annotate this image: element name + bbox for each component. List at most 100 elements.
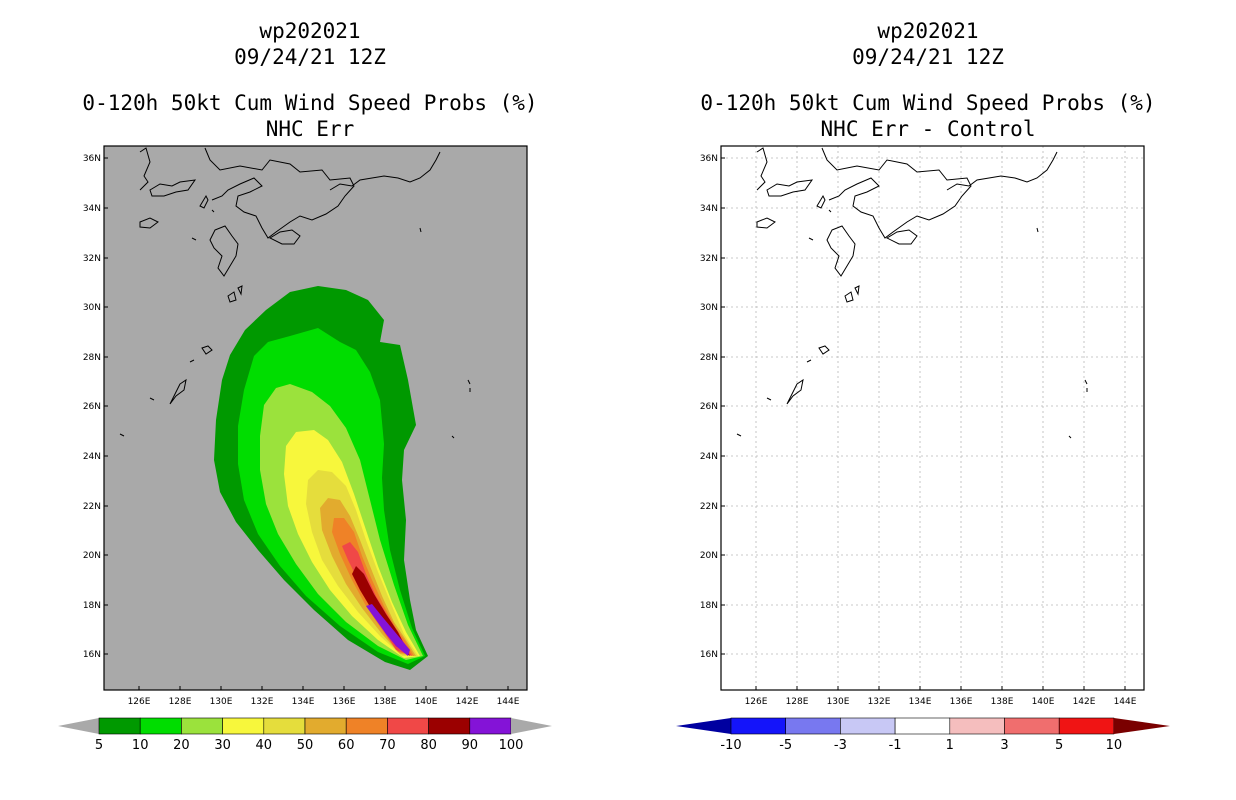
lat-label: 26N xyxy=(700,402,718,412)
right-axis-ticks: 36N 34N 32N 30N 28N 26N 24N 22N 20N 18N 16N 126E 128… xyxy=(700,154,1137,707)
lat-label: 30N xyxy=(700,303,718,313)
left-colorbar-box xyxy=(98,717,141,735)
lon-label: 132E xyxy=(251,697,274,707)
right-colorbar-box xyxy=(1058,717,1115,735)
lon-label: 130E xyxy=(210,697,233,707)
left-colorbar-label: 10 xyxy=(132,738,149,753)
right-colorbar-box xyxy=(785,717,841,735)
left-colorbar: 5 10 20 30 40 50 60 70 80 90 100 xyxy=(58,717,552,753)
lat-label: 28N xyxy=(700,353,718,363)
lon-label: 144E xyxy=(497,697,520,707)
right-map-frame xyxy=(720,145,1145,691)
right-colorbar: -10 -5 -3 -1 1 3 5 10 xyxy=(676,717,1170,753)
lat-label: 36N xyxy=(700,154,718,164)
lat-label: 22N xyxy=(700,502,718,512)
left-colorbar-label: 60 xyxy=(338,738,355,753)
left-axis-ticks: 36N 34N 32N 30N 28N 26N 24N 22N 20N 18N 16N 126E 128… xyxy=(83,154,520,707)
lon-label: 140E xyxy=(415,697,438,707)
left-colorbar-label: 5 xyxy=(95,738,103,753)
right-colorbar-label: 1 xyxy=(946,738,954,753)
lon-label: 130E xyxy=(827,697,850,707)
lat-label: 24N xyxy=(83,452,101,462)
left-colorbar-low-arrow xyxy=(58,718,99,734)
right-colorbar-label: -10 xyxy=(720,738,741,753)
left-colorbar-box xyxy=(263,717,306,735)
left-colorbar-label: 40 xyxy=(256,738,273,753)
right-gridlines xyxy=(721,146,1144,690)
lat-label: 20N xyxy=(700,551,718,561)
lon-label: 142E xyxy=(1073,697,1096,707)
left-colorbar-box xyxy=(387,717,429,735)
lat-label: 34N xyxy=(700,204,718,214)
right-colorbar-box xyxy=(730,717,787,735)
lat-label: 24N xyxy=(700,452,718,462)
right-colorbar-high-arrow xyxy=(1114,718,1170,734)
probability-swath xyxy=(214,286,428,670)
prob-90-100 xyxy=(366,604,410,656)
left-colorbar-label: 50 xyxy=(297,738,314,753)
right-title-storm-id: wp202021 xyxy=(877,19,979,43)
right-title-subtitle: NHC Err - Control xyxy=(820,117,1036,141)
right-colorbar-label: 10 xyxy=(1106,738,1123,753)
lat-label: 32N xyxy=(83,254,101,264)
lat-label: 18N xyxy=(700,601,718,611)
lat-label: 18N xyxy=(83,601,101,611)
right-colorbar-label: -3 xyxy=(834,738,847,753)
lon-label: 136E xyxy=(950,697,973,707)
left-colorbar-label: 70 xyxy=(379,738,396,753)
lon-label: 136E xyxy=(333,697,356,707)
right-title-datetime: 09/24/21 12Z xyxy=(852,45,1004,69)
lon-label: 128E xyxy=(169,697,192,707)
lon-label: 126E xyxy=(745,697,768,707)
lon-label: 126E xyxy=(128,697,151,707)
right-colorbar-box xyxy=(894,717,951,735)
right-colorbar-box xyxy=(949,717,1005,735)
right-title-product: 0-120h 50kt Cum Wind Speed Probs (%) xyxy=(700,91,1156,115)
left-colorbar-box xyxy=(469,717,512,735)
right-colorbar-box xyxy=(1004,717,1060,735)
left-colorbar-label: 80 xyxy=(420,738,437,753)
left-map: 36N 34N 32N 30N 28N 26N 24N 22N 20N 18N 16N 126E 128… xyxy=(83,145,528,707)
lon-label: 134E xyxy=(292,697,315,707)
left-title-datetime: 09/24/21 12Z xyxy=(234,45,386,69)
lon-label: 128E xyxy=(786,697,809,707)
lon-label: 138E xyxy=(374,697,397,707)
right-map-background xyxy=(721,146,1144,690)
lon-label: 142E xyxy=(456,697,479,707)
right-colorbar-low-arrow xyxy=(676,718,731,734)
lon-label: 138E xyxy=(991,697,1014,707)
left-colorbar-label: 20 xyxy=(173,738,190,753)
lon-label: 134E xyxy=(909,697,932,707)
left-map-frame xyxy=(103,145,528,691)
left-colorbar-label: 90 xyxy=(462,738,479,753)
left-title-product: 0-120h 50kt Cum Wind Speed Probs (%) xyxy=(82,91,538,115)
lat-label: 28N xyxy=(83,353,101,363)
right-colorbar-label: -1 xyxy=(889,738,902,753)
lat-label: 16N xyxy=(83,650,101,660)
lat-label: 32N xyxy=(700,254,718,264)
right-colorbar-label: -5 xyxy=(779,738,792,753)
lat-label: 34N xyxy=(83,204,101,214)
left-colorbar-box xyxy=(181,717,223,735)
lat-label: 22N xyxy=(83,502,101,512)
lat-label: 16N xyxy=(700,650,718,660)
left-colorbar-box xyxy=(222,717,265,735)
lat-label: 26N xyxy=(83,402,101,412)
left-colorbar-box xyxy=(345,717,388,735)
left-colorbar-label: 30 xyxy=(214,738,231,753)
lat-label: 30N xyxy=(83,303,101,313)
left-colorbar-label: 100 xyxy=(499,738,524,753)
left-colorbar-box xyxy=(139,717,182,735)
left-title-subtitle: NHC Err xyxy=(265,117,355,141)
lon-label: 140E xyxy=(1032,697,1055,707)
right-colorbar-label: 3 xyxy=(1000,738,1008,753)
left-colorbar-box xyxy=(304,717,347,735)
right-map: 36N 34N 32N 30N 28N 26N 24N 22N 20N 18N 16N 126E 128… xyxy=(700,145,1145,707)
lon-label: 144E xyxy=(1114,697,1137,707)
lon-label: 132E xyxy=(868,697,891,707)
right-colorbar-box xyxy=(840,717,896,735)
right-colorbar-label: 5 xyxy=(1055,738,1063,753)
left-colorbar-box xyxy=(428,717,471,735)
left-title-storm-id: wp202021 xyxy=(259,19,361,43)
